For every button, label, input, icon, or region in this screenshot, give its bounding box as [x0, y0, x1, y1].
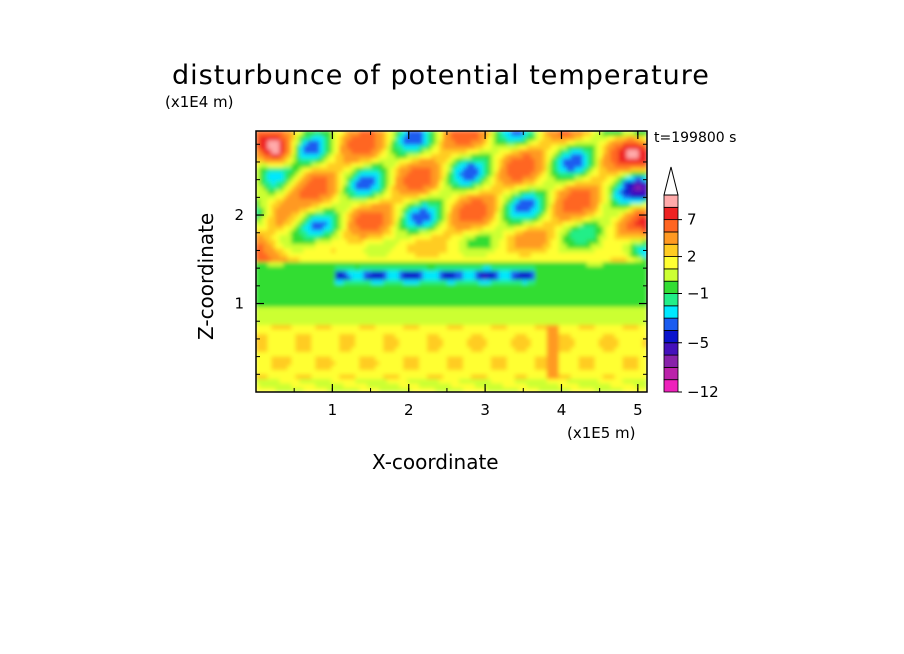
colorbar-label: −1	[687, 285, 709, 303]
colorbar-swatch	[663, 342, 679, 356]
chart-title: disturbunce of potential temperature	[172, 60, 710, 91]
colorbar-swatch	[663, 243, 679, 257]
x-tick-label: 5	[633, 401, 643, 419]
plot-frame	[255, 130, 648, 393]
colorbar-label: 7	[687, 211, 697, 229]
colorbar-swatch	[663, 366, 679, 381]
contour-field	[256, 131, 647, 392]
colorbar-swatch	[663, 305, 679, 319]
colorbar-swatch	[663, 194, 679, 208]
colorbar-swatch	[663, 256, 679, 270]
colorbar-label: −5	[687, 334, 709, 352]
time-label: t=199800 s	[654, 130, 737, 146]
colorbar-swatch	[663, 293, 679, 307]
colorbar-swatch	[663, 379, 679, 393]
colorbar-swatch	[663, 280, 679, 294]
colorbar-label: 2	[687, 248, 697, 266]
axes: 1 2 3 4 5 1 2	[234, 131, 647, 419]
colorbar-swatch	[663, 317, 679, 331]
colorbar-swatch	[663, 268, 679, 282]
colorbar-swatch	[663, 231, 679, 245]
colorbar-swatch	[663, 330, 679, 344]
x-tick-label: 1	[328, 401, 338, 419]
colorbar: 7 2 −1 −5 −12	[663, 166, 719, 401]
y-unit-label: (x1E4 m)	[165, 93, 234, 111]
colorbar-swatch	[663, 354, 679, 368]
x-tick-label: 2	[404, 401, 414, 419]
colorbar-swatch	[663, 206, 679, 221]
x-unit-label: (x1E5 m)	[567, 424, 636, 442]
x-axis-label: X-coordinate	[372, 450, 499, 474]
y-tick-label: 2	[234, 206, 244, 224]
colorbar-swatch	[663, 219, 679, 233]
x-tick-label: 4	[557, 401, 567, 419]
y-tick-label: 1	[234, 295, 244, 313]
colorbar-label: −12	[687, 383, 719, 401]
x-tick-label: 3	[480, 401, 490, 419]
colorbar-extend-arrow	[663, 166, 679, 196]
